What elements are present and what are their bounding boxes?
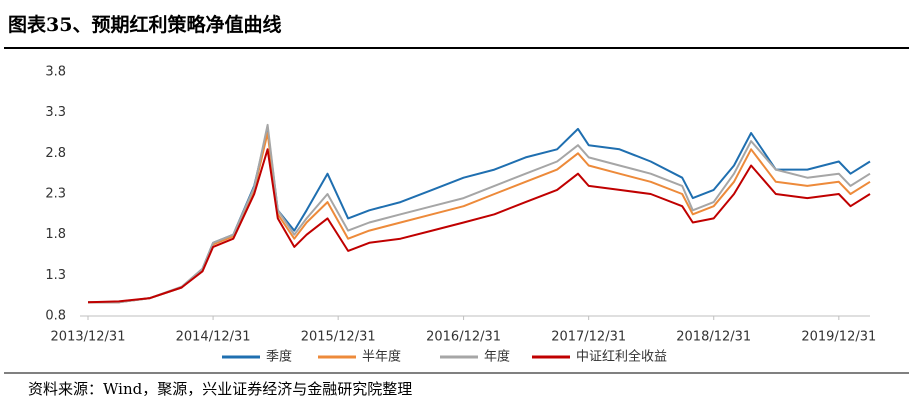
x-tick-label: 2019/12/31 bbox=[801, 330, 876, 345]
y-tick-label: 3.8 bbox=[45, 65, 66, 80]
y-tick-label: 1.3 bbox=[45, 268, 66, 283]
x-tick-label: 2017/12/31 bbox=[551, 330, 626, 345]
legend-label: 年度 bbox=[484, 349, 510, 365]
y-tick-label: 3.3 bbox=[45, 105, 66, 120]
x-tick-label: 2014/12/31 bbox=[176, 330, 251, 345]
y-tick-label: 1.8 bbox=[45, 227, 66, 242]
legend-label: 半年度 bbox=[362, 349, 401, 365]
legend-label: 季度 bbox=[266, 349, 292, 365]
x-tick-label: 2013/12/31 bbox=[51, 330, 126, 345]
source-note: 资料来源：Wind，聚源，兴业证券经济与金融研究院整理 bbox=[28, 380, 412, 398]
legend-label: 中证红利全收益 bbox=[576, 349, 667, 365]
y-tick-label: 0.8 bbox=[45, 309, 66, 324]
series-line bbox=[87, 148, 871, 304]
x-tick-label: 2016/12/31 bbox=[426, 330, 501, 345]
series-line bbox=[88, 132, 871, 304]
chart-title: 图表35、预期红利策略净值曲线 bbox=[8, 13, 281, 36]
y-tick-label: 2.3 bbox=[45, 187, 66, 202]
series-line bbox=[88, 127, 871, 304]
x-tick-label: 2018/12/31 bbox=[676, 330, 751, 345]
y-tick-label: 2.8 bbox=[45, 146, 66, 161]
series-line bbox=[88, 123, 871, 304]
x-tick-label: 2015/12/31 bbox=[301, 330, 376, 345]
